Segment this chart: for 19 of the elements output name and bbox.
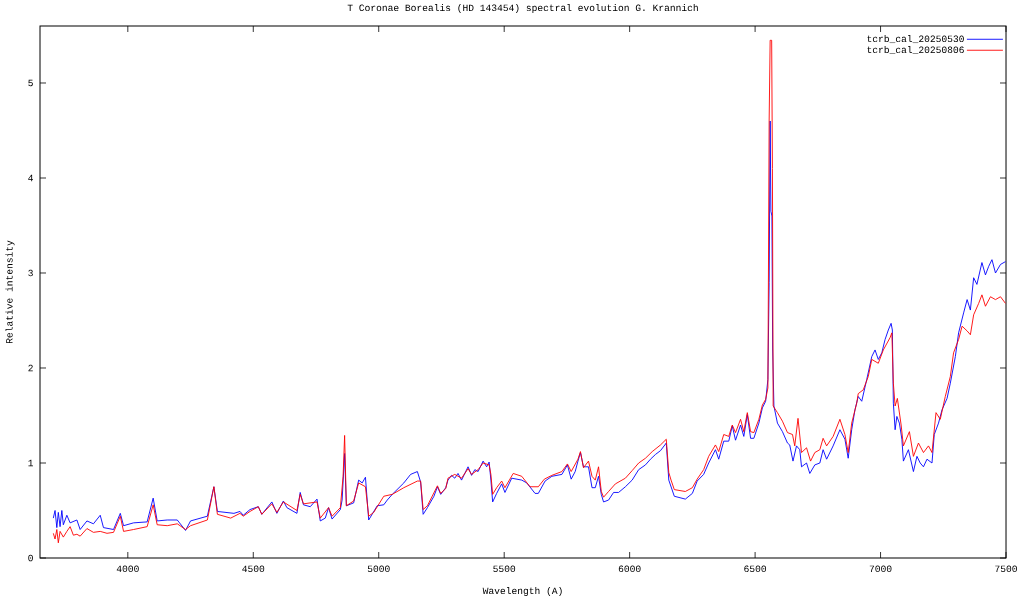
x-tick-label: 4000	[116, 565, 139, 573]
y-tick-label: 0	[28, 554, 33, 562]
x-tick-label: 6000	[618, 565, 641, 573]
y-tick-label: 1	[28, 459, 34, 467]
x-tick-label: 5500	[493, 565, 516, 573]
x-tick-label: 7500	[995, 565, 1017, 573]
legend-label: tcrb_cal_20250530	[867, 35, 964, 44]
x-tick-label: 6500	[744, 565, 767, 573]
y-tick-label: 5	[28, 79, 33, 87]
chart-title: T Coronae Borealis (HD 143454) spectral evolution G. Krannich	[347, 4, 698, 13]
x-tick-label: 4500	[242, 565, 265, 573]
x-tick-label: 7000	[869, 565, 892, 573]
y-tick-label: 2	[28, 364, 33, 372]
x-axis-title: Wavelength (A)	[482, 587, 562, 596]
x-tick-label: 5000	[367, 565, 390, 573]
y-tick-label: 4	[28, 174, 33, 182]
legend-label: tcrb_cal_20250806	[867, 46, 964, 54]
y-tick-label: 3	[28, 269, 33, 277]
y-axis-title: Relative intensity	[5, 240, 15, 344]
